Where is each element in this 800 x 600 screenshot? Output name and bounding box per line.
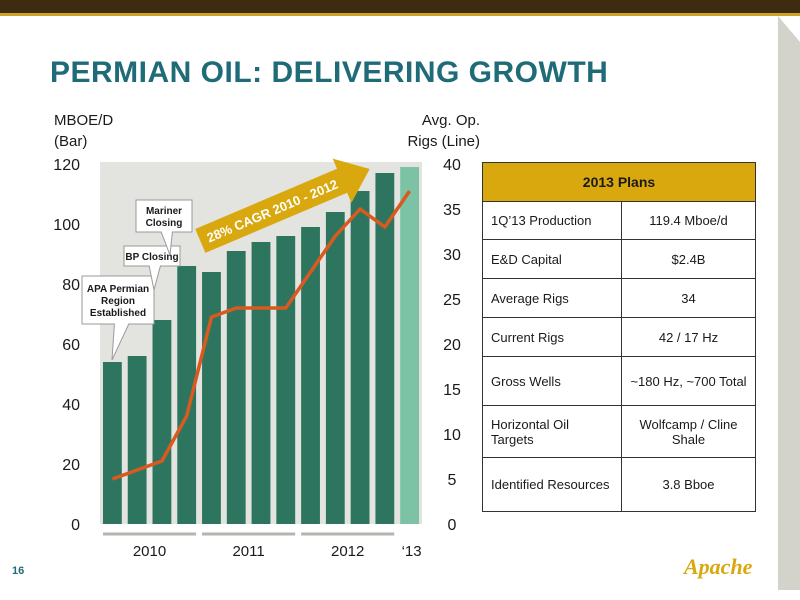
y-left-tick-label: 100 — [53, 217, 80, 234]
y-axis-right-label: Avg. Op. Rigs (Line) — [407, 112, 480, 150]
bar — [102, 362, 122, 524]
row-label: 1Q’13 Production — [482, 201, 622, 240]
bar — [177, 266, 197, 524]
x-tick-label: 2010 — [133, 543, 166, 560]
row-label: Gross Wells — [482, 356, 622, 406]
table-row: E&D Capital $2.4B — [482, 239, 756, 279]
y-left-tick-label: 80 — [62, 277, 80, 294]
bar — [202, 272, 221, 524]
row-value: 3.8 Bboe — [621, 457, 756, 512]
bar — [375, 173, 395, 524]
y-right-tick-label: 15 — [443, 382, 461, 399]
top-banner — [0, 0, 800, 16]
y-left-tick-label: 0 — [71, 517, 80, 534]
y-left-tick-label: 40 — [62, 397, 80, 414]
page-number: 16 — [12, 565, 25, 577]
table-row: Identified Resources 3.8 Bboe — [482, 457, 756, 512]
row-value: ~180 Hz, ~700 Total — [621, 356, 756, 406]
y-right-tick-label: 35 — [443, 202, 461, 219]
row-value: $2.4B — [621, 239, 756, 279]
y-right-tick-label: 20 — [443, 337, 461, 354]
row-label: Average Rigs — [482, 278, 622, 318]
table-row: Gross Wells ~180 Hz, ~700 Total — [482, 356, 756, 406]
row-label: Horizontal Oil Targets — [482, 405, 622, 458]
top-banner-accent — [0, 13, 800, 16]
y-left-tick-label: 20 — [62, 457, 80, 474]
slide-title: PERMIAN OIL: DELIVERING GROWTH — [50, 56, 609, 89]
rigs-line — [111, 190, 412, 481]
y-right-tick-label: 0 — [448, 517, 457, 534]
plans-table: 2013 Plans 1Q’13 Production 119.4 Mboe/d… — [482, 162, 756, 512]
plans-table-header: 2013 Plans — [482, 162, 756, 202]
y-left-tick-label: 60 — [62, 337, 80, 354]
table-row: Average Rigs 34 — [482, 278, 756, 318]
table-row: Horizontal Oil Targets Wolfcamp / Cline … — [482, 405, 756, 458]
bar — [301, 227, 320, 524]
row-value: Wolfcamp / Cline Shale — [621, 405, 756, 458]
y-right-tick-label: 5 — [448, 472, 457, 489]
bar — [251, 242, 271, 524]
apache-logo: Apache — [684, 554, 753, 579]
x-tick-label: 2012 — [331, 543, 364, 560]
x-tick-label: 2011 — [232, 543, 264, 560]
callout-box — [135, 199, 193, 256]
row-label: Identified Resources — [482, 457, 622, 512]
y-right-tick-label: 25 — [443, 292, 461, 309]
row-value: 119.4 Mboe/d — [621, 201, 756, 240]
bar — [350, 191, 370, 524]
bar — [226, 251, 246, 524]
bar — [400, 167, 420, 524]
bar — [325, 212, 345, 524]
row-label: E&D Capital — [482, 239, 622, 279]
y-axis-left-label: MBOE/D (Bar) — [54, 112, 114, 150]
row-value: 42 / 17 Hz — [621, 317, 756, 357]
callout-label: Mariner Closing — [146, 206, 183, 229]
row-label: Current Rigs — [482, 317, 622, 357]
y-right-tick-label: 10 — [443, 427, 461, 444]
arrow-shape — [195, 158, 370, 253]
y-right-tick-label: 40 — [443, 157, 461, 174]
callout-box — [123, 245, 181, 291]
table-row: Current Rigs 42 / 17 Hz — [482, 317, 756, 357]
callout-label: BP Closing — [125, 252, 178, 263]
side-decoration — [778, 16, 800, 590]
y-left-tick-label: 120 — [53, 157, 80, 174]
bar — [152, 320, 172, 524]
table-row: 1Q’13 Production 119.4 Mboe/d — [482, 201, 756, 240]
bar — [127, 356, 147, 524]
row-value: 34 — [621, 278, 756, 318]
side-decoration-corner — [778, 16, 800, 42]
bar — [276, 236, 296, 524]
y-right-tick-label: 30 — [443, 247, 461, 264]
callout-label: APA Permian Region Established — [87, 284, 149, 319]
x-tick-label: ‘13 — [402, 543, 422, 560]
